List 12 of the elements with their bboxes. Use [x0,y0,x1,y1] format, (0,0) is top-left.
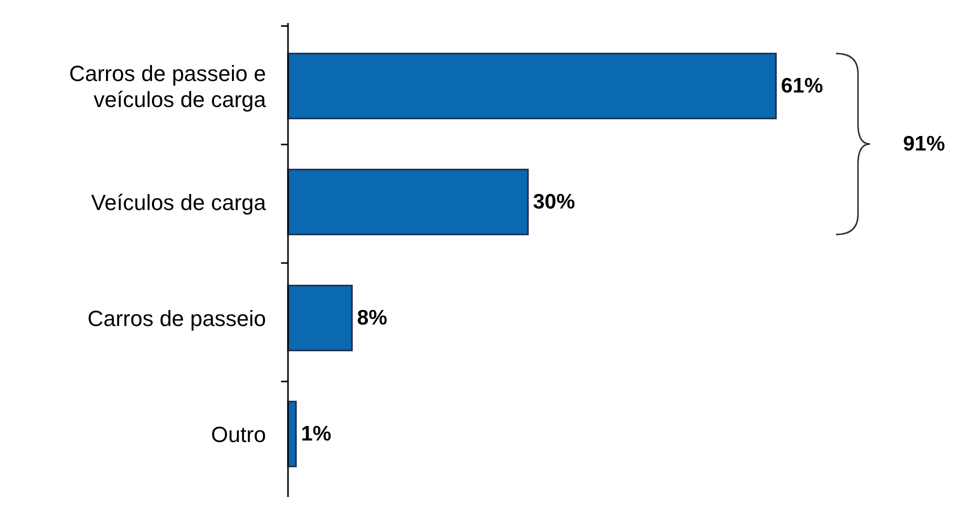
data-label: 1% [301,422,332,446]
y-tick-label: Outro [210,422,266,446]
bar [287,168,529,236]
bar [287,52,777,120]
bar [287,284,353,352]
y-tick-label: Carros de passeio e veículos de carga [69,60,267,112]
y-tick-label: Carros de passeio [87,306,266,330]
data-label: 8% [357,306,388,330]
data-label: 61% [781,74,824,98]
data-label: 30% [533,190,576,214]
text: 91% [903,132,946,156]
y-tick-label: Veículos de carga [91,190,267,214]
